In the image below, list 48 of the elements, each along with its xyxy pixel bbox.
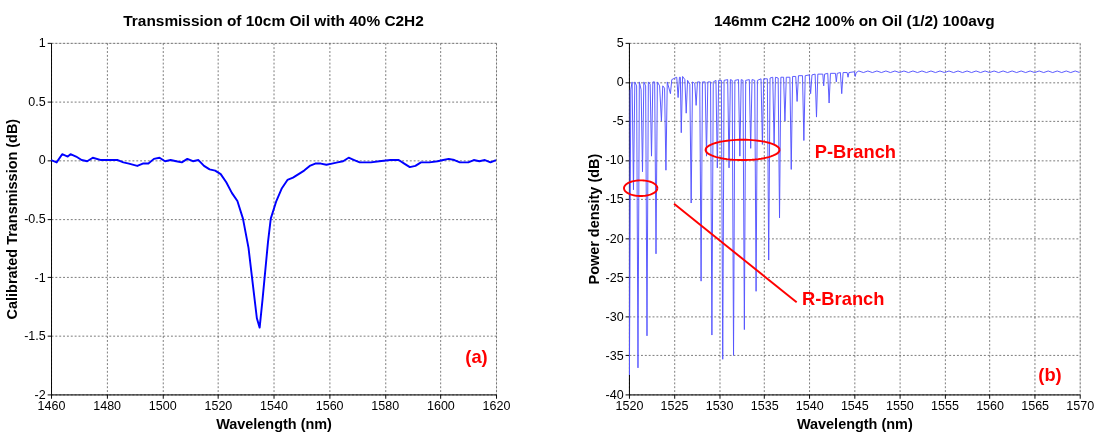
y-tick-label: -10 [605, 153, 624, 168]
x-tick-label: 1550 [885, 399, 914, 414]
x-tick-label: 1520 [204, 399, 233, 414]
y-tick-label: -30 [605, 309, 624, 324]
x-tick-label: 1525 [660, 399, 689, 414]
x-tick-label: 1600 [426, 399, 455, 414]
y-tick-label: -25 [605, 270, 624, 285]
x-tick-label: 1560 [976, 399, 1005, 414]
x-tick-label: 1580 [371, 399, 400, 414]
y-tick-label: -35 [605, 348, 624, 363]
y-tick-label: 5 [616, 36, 624, 51]
y-tick-label: -0.5 [24, 211, 46, 226]
y-axis-title: Power density (dB) [585, 153, 602, 285]
y-tick-label: -5 [612, 114, 624, 129]
x-tick-label: 1620 [482, 399, 511, 414]
x-tick-label: 1560 [315, 399, 344, 414]
y-tick-label: -20 [605, 231, 624, 246]
y-tick-label: 1 [38, 36, 46, 51]
x-axis-title: Wavelength (nm) [216, 415, 333, 432]
annotation: R-Branch [802, 287, 885, 309]
x-tick-label: 1565 [1021, 399, 1050, 414]
y-tick-label: 0 [616, 75, 624, 90]
x-tick-label: 1480 [93, 399, 122, 414]
x-tick-label: 1520 [615, 399, 644, 414]
x-tick-label: 1540 [795, 399, 824, 414]
x-tick-label: 1530 [705, 399, 734, 414]
y-tick-label: -40 [605, 387, 624, 402]
y-tick-label: 0 [38, 153, 46, 168]
y-axis-title: Calibrated Transmission (dB) [4, 118, 21, 320]
annotation: (b) [1038, 364, 1062, 386]
annotation: (a) [465, 345, 488, 367]
y-tick-label: -2 [34, 387, 46, 402]
x-tick-label: 1500 [148, 399, 177, 414]
x-tick-label: 1570 [1066, 399, 1095, 414]
y-tick-label: 0.5 [28, 94, 46, 109]
x-tick-label: 1555 [931, 399, 959, 414]
x-tick-label: 1545 [840, 399, 869, 414]
x-axis-title: Wavelength (nm) [796, 415, 913, 432]
y-tick-label: -15 [605, 192, 624, 207]
chart-title: Transmission of 10cm Oil with 40% C2H2 [123, 12, 424, 30]
y-tick-label: -1 [34, 270, 46, 285]
chart-title: 146mm C2H2 100% on Oil (1/2) 100avg [713, 12, 995, 30]
x-tick-label: 1460 [37, 399, 66, 414]
x-tick-label: 1540 [260, 399, 288, 414]
line-series [51, 153, 497, 329]
x-tick-label: 1535 [750, 399, 779, 414]
annotation: P-Branch [814, 141, 897, 163]
y-tick-label: -1.5 [24, 329, 46, 344]
